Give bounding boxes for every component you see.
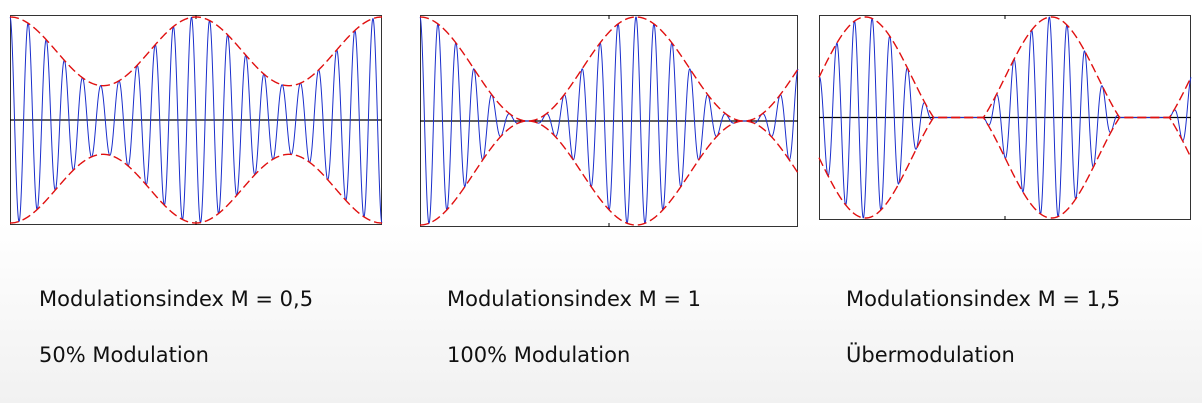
caption-m05-index: Modulationsindex M = 0,5: [39, 287, 314, 311]
chart-m05: [9, 15, 383, 225]
chart-panel-m15: [818, 15, 1192, 220]
caption-m1-label: 100% Modulation: [447, 343, 631, 367]
upper-envelope: [419, 16, 799, 122]
chart-m15: [818, 15, 1192, 220]
lower-envelope: [818, 116, 1192, 219]
chart-panel-m05: [9, 15, 383, 225]
chart-m1: [419, 15, 799, 227]
lower-envelope: [419, 120, 799, 226]
caption-m1-index: Modulationsindex M = 1: [447, 287, 702, 311]
caption-m15-label: Übermodulation: [846, 343, 1015, 367]
upper-envelope: [9, 16, 383, 87]
caption-m05-label: 50% Modulation: [39, 343, 209, 367]
chart-panel-m1: [419, 15, 799, 227]
lower-envelope: [9, 153, 383, 224]
caption-m15-index: Modulationsindex M = 1,5: [846, 287, 1121, 311]
carrier-signal: [9, 16, 383, 224]
